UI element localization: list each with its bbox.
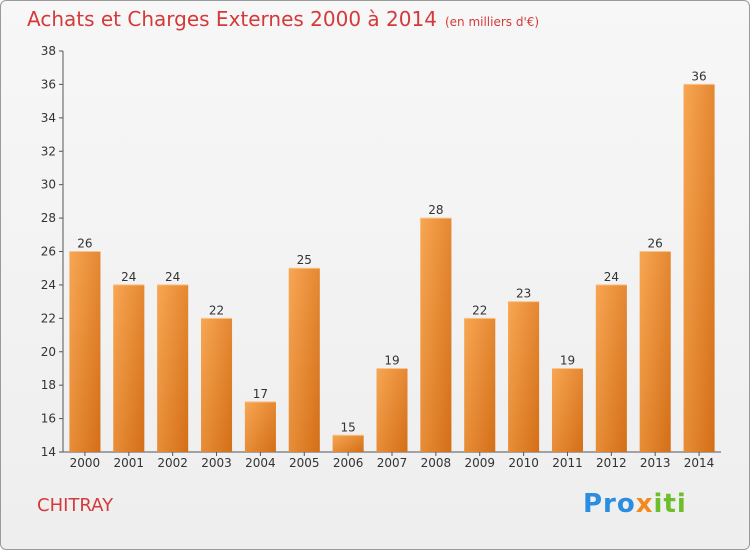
bars <box>69 83 715 453</box>
bar-value-label: 19 <box>384 353 399 367</box>
x-tick-label: 2013 <box>640 456 671 470</box>
value-labels: 26 24 24 22 17 25 15 19 28 22 23 19 24 26 36 <box>77 69 706 434</box>
bar-shade <box>551 368 583 452</box>
y-tick-label: 32 <box>41 144 56 158</box>
y-tick-label: 28 <box>41 211 56 225</box>
y-tick-label: 26 <box>41 245 56 259</box>
bar-value-label: 22 <box>472 303 487 317</box>
x-tick-label: 2004 <box>245 456 276 470</box>
x-tick-label: 2012 <box>596 456 627 470</box>
y-tick-label: 38 <box>41 44 56 58</box>
x-tick-label: 2006 <box>333 456 364 470</box>
bar-shade <box>332 435 364 452</box>
bar-value-label: 36 <box>691 69 706 83</box>
axes: 14 16 18 20 22 24 26 28 30 32 34 36 38 2000 2001 2002 20… <box>41 44 721 470</box>
chart-title: Achats et Charges Externes 2000 à 2014 (e… <box>27 7 539 31</box>
bar-value-label: 19 <box>560 353 575 367</box>
x-tick-label: 2014 <box>684 456 715 470</box>
bar-shade <box>244 401 276 452</box>
bar-shade <box>157 284 189 452</box>
proxiti-logo: Proxiti <box>583 489 687 519</box>
x-tick-label: 2011 <box>552 456 583 470</box>
x-tick-label: 2002 <box>157 456 188 470</box>
bar-shade <box>288 268 320 452</box>
bar-shade <box>201 318 233 452</box>
y-tick-label: 30 <box>41 178 56 192</box>
y-tick-label: 20 <box>41 345 56 359</box>
x-tick-label: 2001 <box>114 456 145 470</box>
x-tick-label: 2007 <box>377 456 408 470</box>
logo-part-2: x <box>635 489 654 519</box>
y-tick-label: 18 <box>41 378 56 392</box>
x-tick-label: 2009 <box>464 456 495 470</box>
logo-part-1: Pro <box>583 489 636 519</box>
bar-shade <box>420 218 452 452</box>
bar-value-label: 22 <box>209 303 224 317</box>
bar-value-label: 15 <box>340 420 355 434</box>
bar-value-label: 26 <box>648 237 663 251</box>
bar-value-label: 23 <box>516 287 531 301</box>
bar-value-label: 25 <box>297 253 312 267</box>
bar-shade <box>113 284 145 452</box>
x-tick-label: 2010 <box>508 456 539 470</box>
y-tick-label: 34 <box>41 111 56 125</box>
x-tick-label: 2008 <box>421 456 452 470</box>
bar-value-label: 24 <box>121 270 136 284</box>
bar-value-label: 28 <box>428 203 443 217</box>
bar-shade <box>464 318 496 452</box>
bar-value-label: 24 <box>165 270 180 284</box>
chart-title-text: Achats et Charges Externes 2000 à 2014 <box>27 7 437 31</box>
bar-shade <box>595 284 627 452</box>
logo-part-3: iti <box>653 489 687 519</box>
bar-shade <box>683 84 715 453</box>
y-tick-label: 36 <box>41 77 56 91</box>
bar-value-label: 26 <box>77 237 92 251</box>
bar-shade <box>69 251 101 452</box>
bar-shade <box>376 368 408 452</box>
x-tick-label: 2000 <box>70 456 101 470</box>
y-tick-label: 22 <box>41 311 56 325</box>
chart-subtitle: (en milliers d'€) <box>444 15 540 29</box>
bar-value-label: 24 <box>604 270 619 284</box>
bar-shade <box>508 301 540 452</box>
commune-name: CHITRAY <box>37 495 114 516</box>
bar-value-label: 17 <box>253 387 268 401</box>
y-tick-label: 16 <box>41 412 56 426</box>
y-tick-label: 24 <box>41 278 56 292</box>
bar-shade <box>639 251 671 452</box>
x-tick-label: 2003 <box>201 456 232 470</box>
x-tick-label: 2005 <box>289 456 320 470</box>
y-tick-label: 14 <box>41 445 56 459</box>
